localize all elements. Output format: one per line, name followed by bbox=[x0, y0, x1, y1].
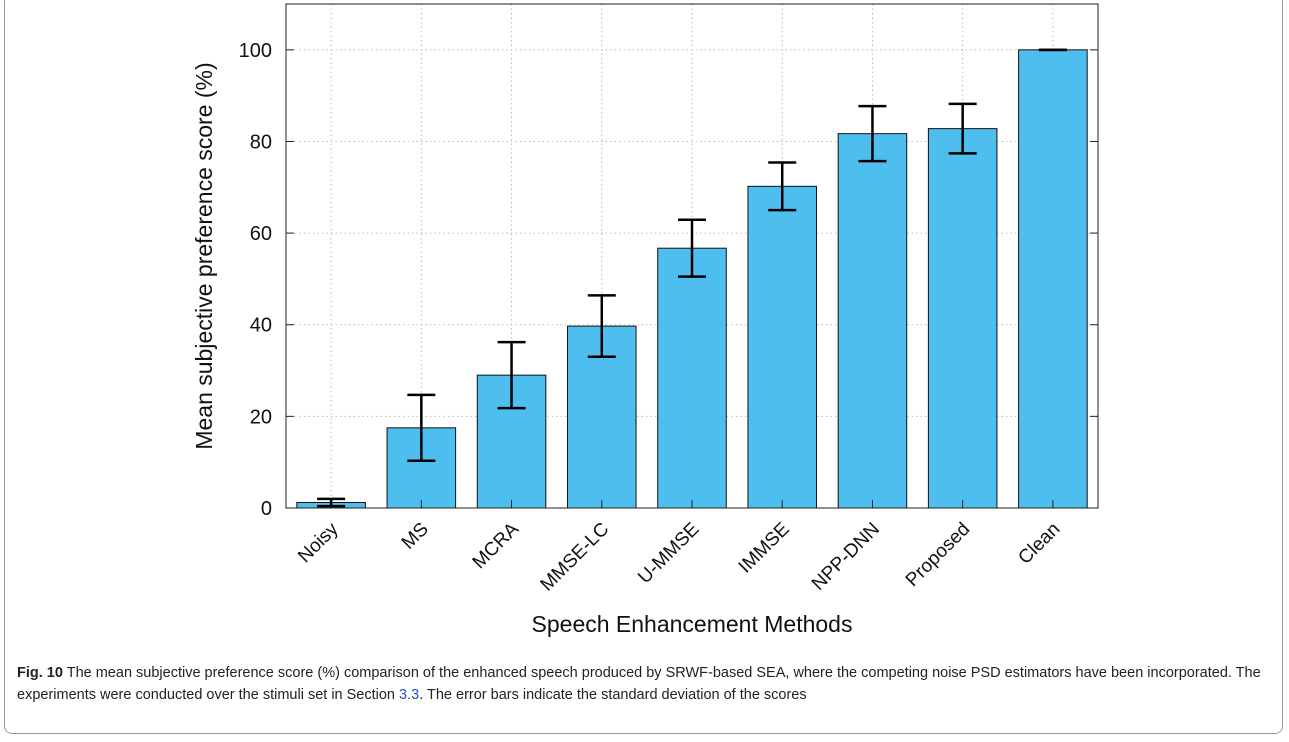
x-tick-label: NPP-DNN bbox=[808, 519, 884, 595]
y-tick-label: 60 bbox=[250, 223, 272, 245]
error-bar bbox=[678, 218, 706, 278]
error-bar bbox=[768, 161, 797, 212]
caption-text: The mean subjective preference score (%)… bbox=[17, 665, 1261, 703]
chart: Speech Enhancement Methods Mean subjecti… bbox=[191, 3, 1099, 637]
section-link[interactable]: 3.3 bbox=[399, 687, 420, 703]
x-tick-label: Noisy bbox=[294, 518, 343, 567]
error-bar bbox=[407, 393, 436, 463]
x-tick-label: U-MMSE bbox=[634, 519, 703, 588]
error-bar bbox=[948, 102, 977, 155]
bar bbox=[747, 185, 818, 509]
error-bar bbox=[497, 340, 526, 410]
figure-frame bbox=[4, 0, 1283, 734]
error-bar bbox=[587, 294, 616, 359]
y-tick-label: 100 bbox=[239, 40, 272, 62]
y-axis-label: Mean subjective preference score (%) bbox=[191, 62, 217, 449]
x-tick-label: MS bbox=[398, 519, 433, 554]
plot-frame bbox=[285, 3, 1099, 509]
x-tick-label: MCRA bbox=[469, 518, 524, 573]
y-tick-label: 20 bbox=[250, 406, 272, 428]
x-tick-label: IMMSE bbox=[735, 519, 794, 578]
x-tick-label: Proposed bbox=[902, 519, 974, 591]
bar bbox=[837, 133, 908, 509]
y-tick-label: 40 bbox=[250, 315, 272, 337]
bar bbox=[927, 128, 998, 509]
error-bar bbox=[317, 497, 346, 508]
bar bbox=[657, 247, 727, 509]
caption: Fig. 10 The mean subjective preference s… bbox=[17, 662, 1272, 706]
caption-label: Fig. 10 bbox=[17, 665, 63, 681]
y-tick-label: 80 bbox=[250, 131, 272, 153]
x-axis-label: Speech Enhancement Methods bbox=[532, 611, 853, 637]
caption-text: . The error bars indicate the standard d… bbox=[419, 687, 807, 703]
x-tick-label: MMSE-LC bbox=[537, 519, 614, 596]
bar bbox=[1018, 49, 1088, 509]
error-bar bbox=[858, 104, 887, 163]
y-tick-label: 0 bbox=[261, 498, 272, 520]
x-tick-label: Clean bbox=[1014, 519, 1064, 569]
